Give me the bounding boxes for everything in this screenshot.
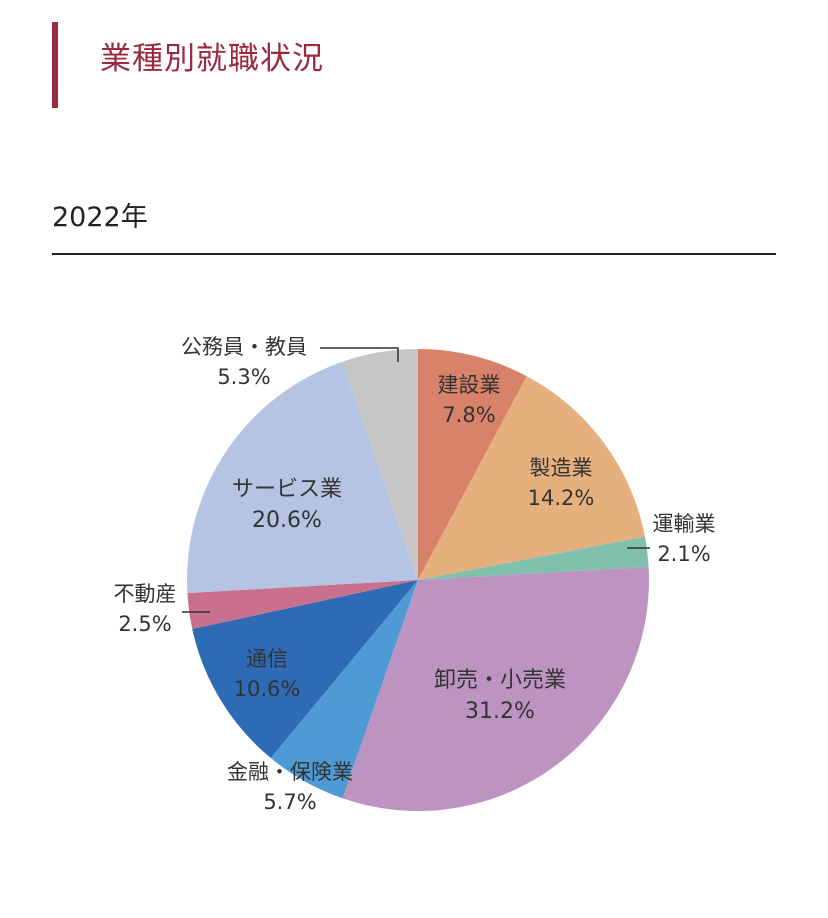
pie-slice [192, 580, 418, 758]
slice-value-label: 2.5% [118, 612, 171, 636]
slice-value-label: 2.1% [657, 542, 710, 566]
slice-value-label: 10.6% [234, 677, 301, 701]
slice-value-label: 5.7% [263, 790, 316, 814]
slice-name-label: サービス業 [232, 477, 342, 502]
slice-name-label: 建設業 [438, 373, 501, 397]
pie-slice [418, 349, 527, 580]
slice-value-label: 20.6% [252, 508, 322, 533]
year-label: 2022年 [52, 202, 148, 233]
title-accent-bar [52, 22, 58, 108]
pie-slice [418, 376, 645, 580]
leader-line [320, 347, 399, 362]
pie-slice [270, 580, 418, 799]
divider [52, 253, 776, 255]
pie-slice [342, 349, 418, 580]
slice-name-label: 製造業 [530, 456, 593, 480]
pie-slice [187, 580, 418, 629]
pie-slice [342, 566, 649, 811]
slice-value-label: 31.2% [465, 699, 535, 724]
slice-name-label: 金融・保険業 [227, 760, 353, 784]
pie-slice [187, 361, 418, 594]
pie-slices [187, 349, 649, 811]
slice-name-label: 卸売・小売業 [434, 668, 566, 693]
pie-labels: 建設業 7.8% 製造業 14.2% 運輸業 2.1% 卸売・小売業 31.2% 金融・保険業 5… [114, 335, 716, 814]
slice-name-label: 不動産 [114, 582, 177, 606]
slice-name-label: 通信 [246, 647, 288, 671]
slice-value-label: 7.8% [442, 403, 495, 427]
pie-slice [418, 536, 649, 580]
slice-value-label: 14.2% [528, 486, 595, 510]
slice-name-label: 運輸業 [653, 512, 716, 536]
slice-value-label: 5.3% [217, 365, 270, 389]
page-title: 業種別就職状況 [100, 41, 324, 77]
slice-name-label: 公務員・教員 [181, 335, 307, 359]
